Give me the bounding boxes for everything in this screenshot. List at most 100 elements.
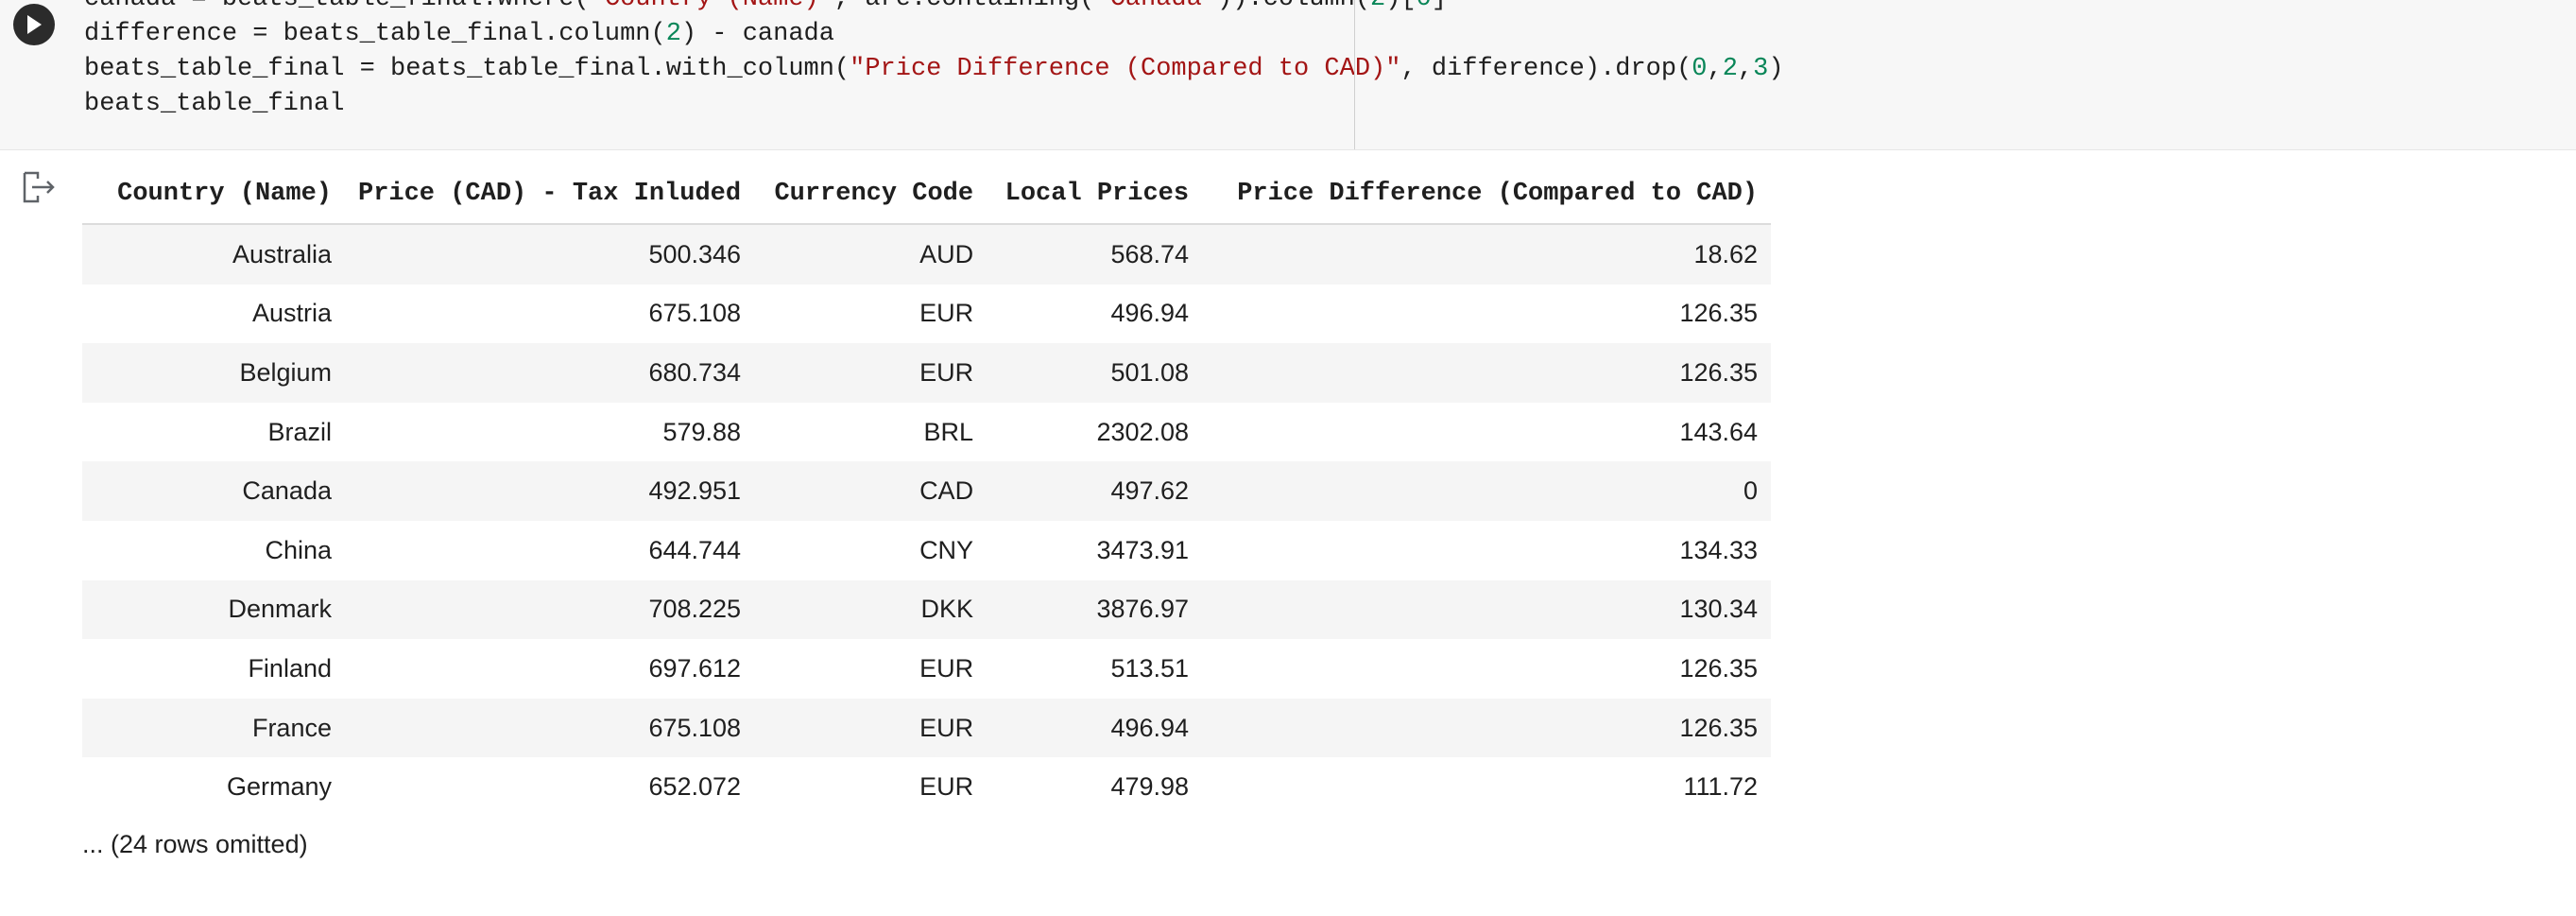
cell-currency-code: EUR xyxy=(754,698,987,758)
code-text: beats_table_final = beats_table_final.wi… xyxy=(84,55,850,83)
code-text: beats_table_final xyxy=(84,90,345,118)
code-number: 2 xyxy=(665,20,681,48)
cell-price-difference: 134.33 xyxy=(1202,520,1772,580)
cell-local-price: 497.62 xyxy=(987,461,1203,521)
output-redirect-icon xyxy=(23,171,55,203)
code-string: "Price Difference (Compared to CAD)" xyxy=(850,55,1401,83)
column-header-country: Country (Name) xyxy=(82,164,345,225)
cell-local-price: 501.08 xyxy=(987,343,1203,403)
cell-country: Denmark xyxy=(82,579,345,640)
cell-price-cad: 708.225 xyxy=(345,579,755,640)
cell-price-cad: 675.108 xyxy=(345,698,755,758)
table-row: Denmark 708.225 DKK 3876.97 130.34 xyxy=(82,579,1772,640)
code-text: , are.containing( xyxy=(834,0,1094,13)
column-header-price-difference: Price Difference (Compared to CAD) xyxy=(1202,164,1772,225)
cell-country: Brazil xyxy=(82,402,345,462)
code-number: 0 xyxy=(1417,0,1432,13)
cell-price-difference: 143.64 xyxy=(1202,402,1772,462)
code-string: "Canada" xyxy=(1094,0,1217,13)
code-number: 2 xyxy=(1370,0,1385,13)
run-cell-button[interactable] xyxy=(13,4,55,45)
cell-country: China xyxy=(82,520,345,580)
rows-omitted-note: ... (24 rows omitted) xyxy=(82,830,308,858)
code-text: difference = beats_table_final.column( xyxy=(84,20,666,48)
cell-country: Finland xyxy=(82,639,345,699)
cell-price-cad: 579.88 xyxy=(345,402,755,462)
cell-price-difference: 126.35 xyxy=(1202,343,1772,403)
cell-currency-code: EUR xyxy=(754,284,987,344)
cell-price-cad: 652.072 xyxy=(345,757,755,817)
cell-local-price: 513.51 xyxy=(987,639,1203,699)
cell-local-price: 496.94 xyxy=(987,284,1203,344)
cell-currency-code: EUR xyxy=(754,343,987,403)
cell-country: Belgium xyxy=(82,343,345,403)
cell-currency-code: AUD xyxy=(754,224,987,285)
table-row: Canada 492.951 CAD 497.62 0 xyxy=(82,461,1772,521)
code-line: beats_table_final xyxy=(84,87,1784,122)
cell-country: Austria xyxy=(82,284,345,344)
code-text: , xyxy=(1737,55,1754,83)
cell-local-price: 3473.91 xyxy=(987,520,1203,580)
cell-price-difference: 126.35 xyxy=(1202,284,1772,344)
table-row: France 675.108 EUR 496.94 126.35 xyxy=(82,698,1772,758)
cell-country: Australia xyxy=(82,224,345,285)
code-number: 2 xyxy=(1722,55,1738,83)
cell-price-difference: 130.34 xyxy=(1202,579,1772,640)
table-row: Finland 697.612 EUR 513.51 126.35 xyxy=(82,639,1772,699)
table-row: Australia 500.346 AUD 568.74 18.62 xyxy=(82,224,1772,285)
code-string: "Country (Name)" xyxy=(590,0,834,13)
cell-country: France xyxy=(82,698,345,758)
cell-local-price: 2302.08 xyxy=(987,402,1203,462)
code-text: )[ xyxy=(1385,0,1416,13)
ruler-line xyxy=(1354,0,1355,149)
column-header-local-prices: Local Prices xyxy=(987,164,1203,225)
play-icon xyxy=(27,15,42,34)
code-number: 0 xyxy=(1692,55,1708,83)
code-cell[interactable]: canada = beats_table_final.where("Countr… xyxy=(0,0,2576,150)
cell-price-cad: 500.346 xyxy=(345,224,755,285)
cell-price-difference: 111.72 xyxy=(1202,757,1772,817)
table-header-row: Country (Name) Price (CAD) - Tax Inluded… xyxy=(82,164,1772,225)
code-line: canada = beats_table_final.where("Countr… xyxy=(84,0,1784,17)
code-text: canada = beats_table_final.where( xyxy=(84,0,590,13)
cell-price-difference: 0 xyxy=(1202,461,1772,521)
column-header-price-cad: Price (CAD) - Tax Inluded xyxy=(345,164,755,225)
cell-currency-code: CAD xyxy=(754,461,987,521)
cell-currency-code: EUR xyxy=(754,757,987,817)
cell-currency-code: DKK xyxy=(754,579,987,640)
cell-price-difference: 126.35 xyxy=(1202,698,1772,758)
code-text: , xyxy=(1707,55,1723,83)
cell-price-cad: 492.951 xyxy=(345,461,755,521)
code-text: ) xyxy=(1768,55,1784,83)
cell-local-price: 479.98 xyxy=(987,757,1203,817)
table-row: Austria 675.108 EUR 496.94 126.35 xyxy=(82,284,1772,344)
cell-currency-code: CNY xyxy=(754,520,987,580)
table-row: Germany 652.072 EUR 479.98 111.72 xyxy=(82,757,1772,817)
cell-price-cad: 680.734 xyxy=(345,343,755,403)
code-line: difference = beats_table_final.column(2)… xyxy=(84,17,1784,52)
code-editor[interactable]: canada = beats_table_final.where("Countr… xyxy=(84,0,1784,122)
output-table: Country (Name) Price (CAD) - Tax Inluded… xyxy=(82,164,1772,817)
table-row: China 644.744 CNY 3473.91 134.33 xyxy=(82,520,1772,580)
cell-price-cad: 697.612 xyxy=(345,639,755,699)
code-text: , difference).drop( xyxy=(1400,55,1692,83)
cell-local-price: 568.74 xyxy=(987,224,1203,285)
code-number: 3 xyxy=(1753,55,1769,83)
code-text: ) - canada xyxy=(680,20,834,48)
code-line: beats_table_final = beats_table_final.wi… xyxy=(84,52,1784,87)
column-header-currency-code: Currency Code xyxy=(754,164,987,225)
cell-currency-code: EUR xyxy=(754,639,987,699)
table-row: Brazil 579.88 BRL 2302.08 143.64 xyxy=(82,402,1772,462)
table-row: Belgium 680.734 EUR 501.08 126.35 xyxy=(82,343,1772,403)
cell-currency-code: BRL xyxy=(754,402,987,462)
cell-price-difference: 18.62 xyxy=(1202,224,1772,285)
code-text: ] xyxy=(1432,0,1447,13)
cell-country: Germany xyxy=(82,757,345,817)
code-text: )).column( xyxy=(1217,0,1370,13)
cell-local-price: 3876.97 xyxy=(987,579,1203,640)
cell-local-price: 496.94 xyxy=(987,698,1203,758)
cell-price-difference: 126.35 xyxy=(1202,639,1772,699)
cell-price-cad: 644.744 xyxy=(345,520,755,580)
cell-price-cad: 675.108 xyxy=(345,284,755,344)
cell-country: Canada xyxy=(82,461,345,521)
